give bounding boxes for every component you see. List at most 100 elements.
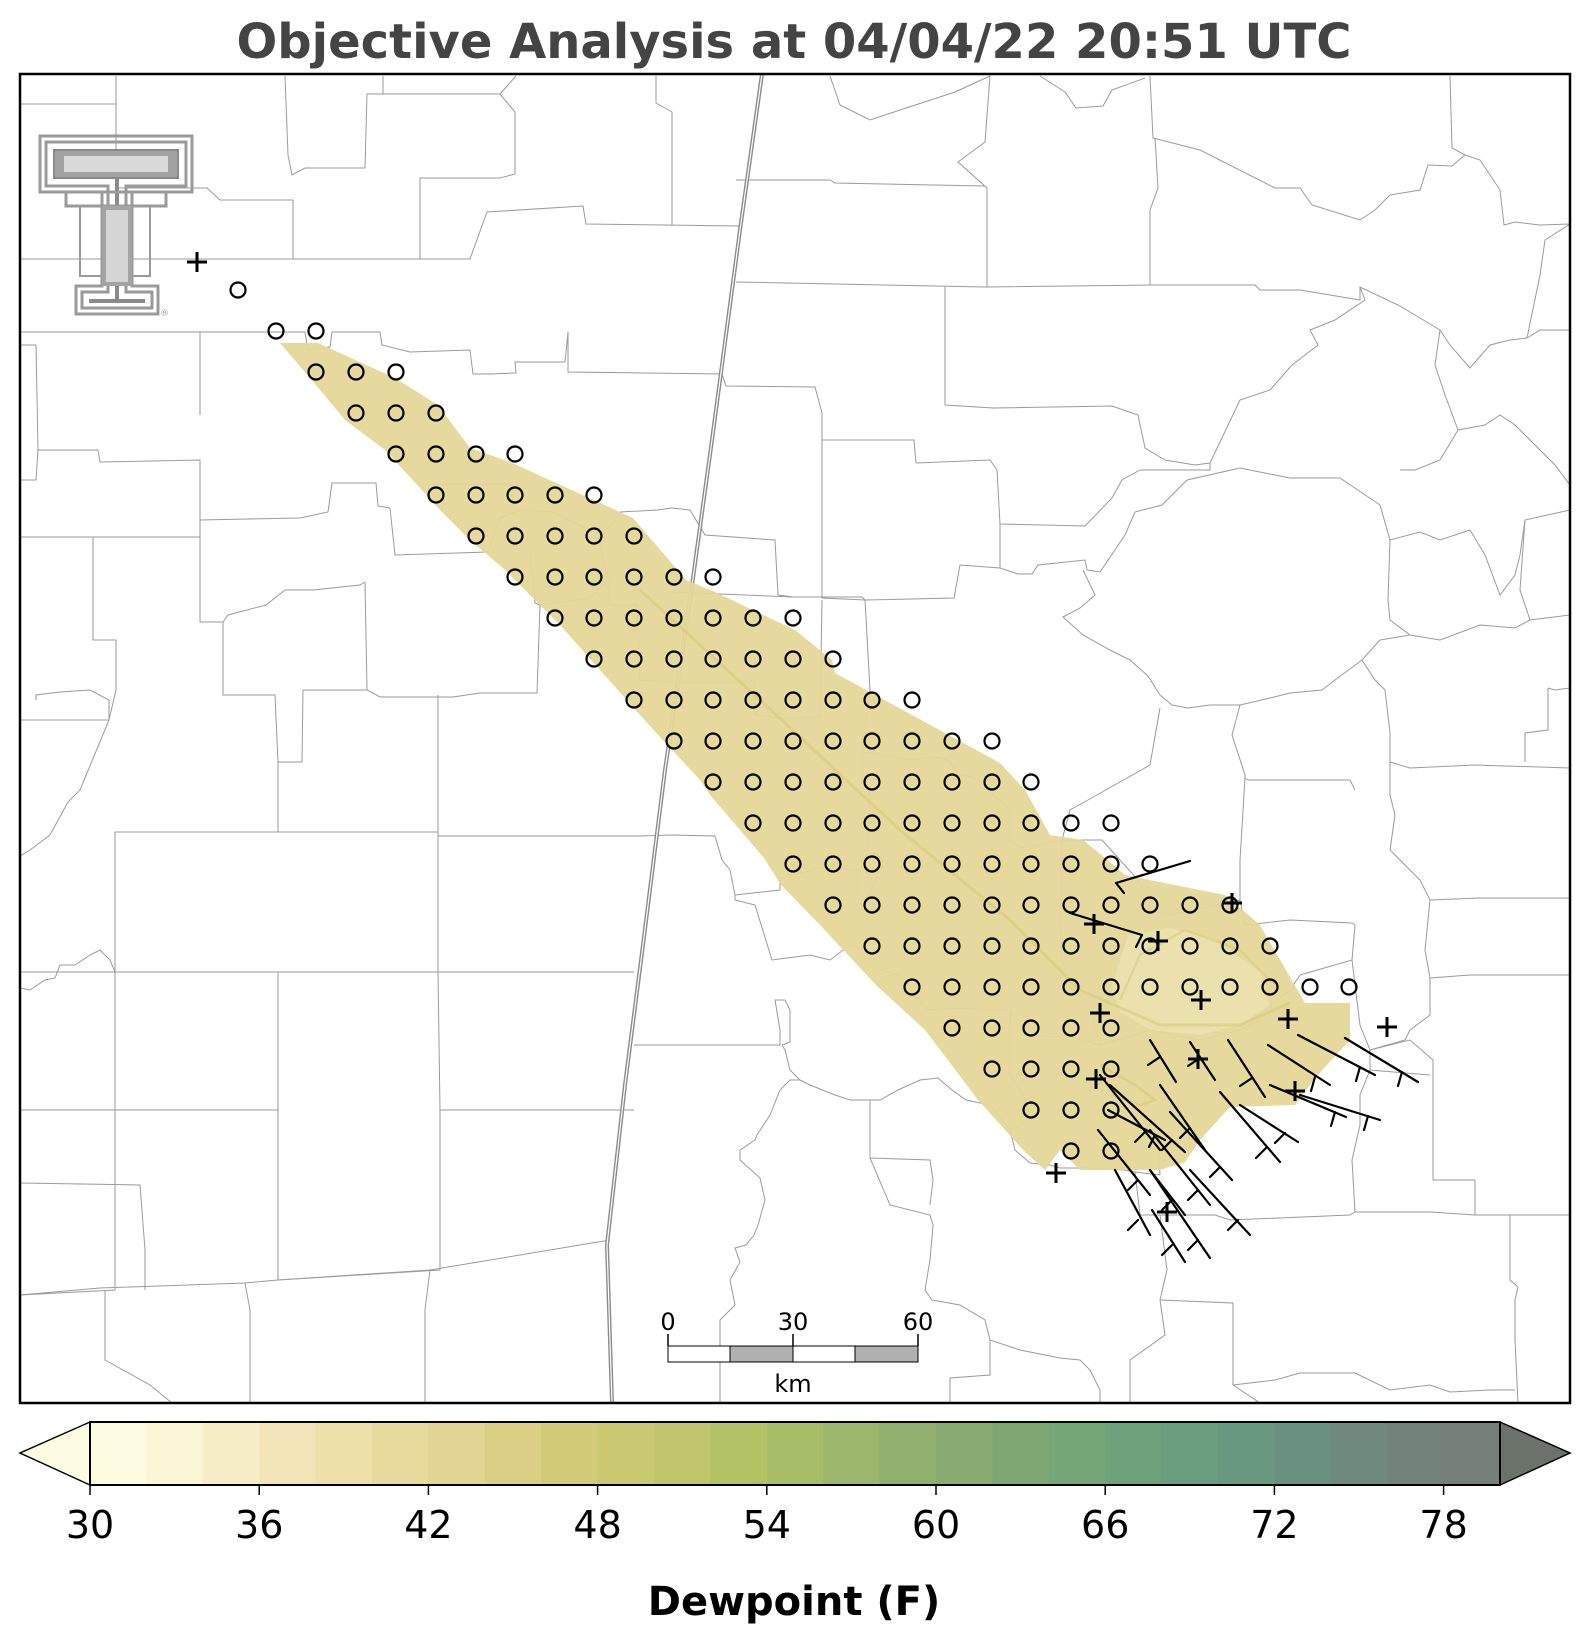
calm-station-marker: [1062, 1060, 1080, 1078]
map-panel: ® 0 30 60 km: [20, 74, 1570, 1403]
calm-station-marker: [863, 937, 881, 955]
calm-station-marker: [903, 691, 921, 709]
calm-station-marker: [506, 527, 524, 545]
colorbar-ticks: 30 36 42 48 54 60 66 72 78: [66, 1485, 1468, 1547]
calm-station-marker: [1062, 978, 1080, 996]
calm-station-marker: [267, 322, 285, 340]
wind-barb-flag: [1354, 1065, 1362, 1083]
calm-station-marker: [903, 814, 921, 832]
calm-wind-stations: [229, 281, 1358, 1160]
calm-station-marker: [1022, 978, 1040, 996]
colorbar-segment: [1105, 1422, 1163, 1485]
calm-station-marker: [744, 691, 762, 709]
calm-station-marker: [903, 773, 921, 791]
colorbar-segment: [1161, 1422, 1219, 1485]
colorbar-frame: [89, 1421, 1501, 1486]
wind-barb-staff: [1148, 1128, 1212, 1207]
station-plus-marker: [1191, 990, 1211, 1010]
calm-station-marker: [824, 691, 842, 709]
calm-station-marker: [863, 855, 881, 873]
calm-station-marker: [625, 691, 643, 709]
calm-station-marker: [943, 732, 961, 750]
wind-barb-staff: [1168, 1110, 1234, 1182]
calm-station-marker: [824, 896, 842, 914]
colorbar-segment: [259, 1422, 317, 1485]
colorbar-segment: [710, 1422, 768, 1485]
scale-bar: 0 30 60 km: [660, 1308, 933, 1398]
calm-station-marker: [1022, 937, 1040, 955]
calm-station-marker: [665, 650, 683, 668]
wind-barb-flag: [1160, 1243, 1174, 1257]
wind-barb-flag: [1273, 1131, 1287, 1145]
wind-barb-staff: [1068, 911, 1144, 937]
station-plus-marker: [1188, 1049, 1208, 1069]
colorbar-segment: [202, 1422, 260, 1485]
calm-station-marker: [863, 896, 881, 914]
calm-station-marker: [784, 650, 802, 668]
station-plus-marker: [1222, 893, 1242, 913]
station-plus-marker: [1278, 1009, 1298, 1029]
calm-station-marker: [1022, 1060, 1040, 1078]
colorbar-segment: [879, 1422, 937, 1485]
colorbar-segment: [90, 1422, 147, 1485]
colorbar-tick-label: 78: [1419, 1503, 1467, 1547]
station-plus-marker: [1377, 1017, 1397, 1037]
calm-station-marker: [903, 978, 921, 996]
calm-station-marker: [1102, 978, 1120, 996]
analysis-contour: [1118, 928, 1276, 1001]
calm-station-marker: [387, 363, 405, 381]
calm-station-marker: [1221, 978, 1239, 996]
colorbar-over-arrow: [1499, 1420, 1572, 1487]
calm-station-marker: [307, 322, 325, 340]
station-plus-marker: [1046, 1163, 1066, 1183]
colorbar-tick-label: 30: [66, 1503, 114, 1547]
calm-station-marker: [347, 404, 365, 422]
calm-station-marker: [387, 445, 405, 463]
calm-station-marker: [1221, 937, 1239, 955]
calm-station-marker: [307, 363, 325, 381]
calm-station-marker: [546, 486, 564, 504]
calm-station-marker: [983, 896, 1001, 914]
colorbar-segment: [1443, 1422, 1501, 1485]
calm-station-marker: [784, 814, 802, 832]
colorbar-tick-label: 48: [573, 1503, 621, 1547]
colorbar-segment: [1218, 1422, 1275, 1485]
wind-barb-staff: [1188, 1168, 1252, 1237]
wind-barb-staff: [1148, 1168, 1212, 1260]
colorbar: 30 36 42 48 54 60 66 72 78 Dewpoint (F): [18, 1420, 1572, 1625]
station-plus-marker: [1157, 1202, 1177, 1222]
calm-station-marker: [704, 568, 722, 586]
colorbar-segment: [428, 1422, 486, 1485]
station-plus-marker: [1084, 914, 1104, 934]
calm-station-marker: [585, 486, 603, 504]
colorbar-tick-label: 60: [912, 1503, 960, 1547]
colorbar-tick-label: 66: [1081, 1503, 1129, 1547]
calm-station-marker: [585, 650, 603, 668]
calm-station-marker: [744, 609, 762, 627]
colorbar-segments: [90, 1422, 1501, 1485]
calm-station-marker: [824, 855, 842, 873]
wind-barb-flag: [1186, 1238, 1200, 1252]
colorbar-segment: [766, 1422, 824, 1485]
calm-station-marker: [506, 568, 524, 586]
colorbar-segment: [146, 1422, 204, 1485]
calm-station-marker: [387, 404, 405, 422]
calm-station-marker: [585, 527, 603, 545]
calm-station-marker: [1022, 814, 1040, 832]
calm-station-marker: [546, 568, 564, 586]
wind-barbs: [1068, 859, 1420, 1264]
calm-station-marker: [1062, 1142, 1080, 1160]
calm-station-marker: [903, 855, 921, 873]
wind-barb-staff: [1114, 859, 1192, 885]
calm-station-marker: [1062, 1019, 1080, 1037]
calm-station-marker: [347, 363, 365, 381]
calm-station-marker: [824, 732, 842, 750]
calm-station-marker: [1022, 855, 1040, 873]
wind-barb-staff: [1150, 1208, 1187, 1264]
calm-station-marker: [1221, 896, 1239, 914]
calm-station-marker: [824, 650, 842, 668]
colorbar-tick-label: 54: [743, 1503, 791, 1547]
colorbar-under-arrow: [18, 1420, 91, 1487]
calm-station-marker: [704, 650, 722, 668]
calm-station-marker: [943, 1019, 961, 1037]
